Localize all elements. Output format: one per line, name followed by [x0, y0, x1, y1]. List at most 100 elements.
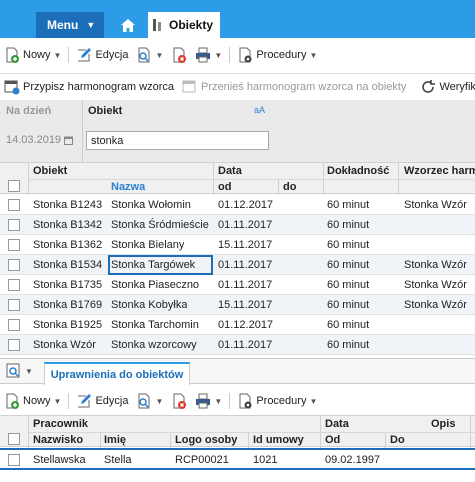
print-button[interactable]: ▼: [191, 44, 226, 66]
new-button[interactable]: Nowy ▼: [0, 390, 65, 412]
chevron-down-icon: ▼: [53, 396, 62, 406]
select-all-checkbox[interactable]: [8, 433, 20, 445]
col-nazwisko[interactable]: Nazwisko: [33, 434, 84, 446]
table-row[interactable]: Stonka B1925 Stonka Tarchomin 01.12.2017 60…: [0, 315, 475, 335]
printer-icon: [196, 393, 211, 409]
cell-dokladnosc: 60 minut: [327, 319, 370, 331]
gear-icon: [239, 47, 252, 63]
cell-nazwa: Stonka Bielany: [111, 239, 185, 251]
cell-obiekt: Stonka B1243: [33, 199, 103, 211]
table-row[interactable]: Stonka B1243 Stonka Wołomin 01.12.2017 60 m…: [0, 195, 475, 215]
tab-uprawnienia[interactable]: Uprawnienia do obiektów: [44, 362, 190, 385]
procedures-button[interactable]: Procedury ▼: [233, 390, 321, 412]
col-do[interactable]: Do: [390, 434, 405, 446]
cell-obiekt: Stonka B1342: [33, 219, 103, 231]
date-value: 14.03.2019: [6, 134, 62, 146]
col-imie[interactable]: Imię: [104, 434, 127, 446]
row-checkbox[interactable]: [8, 279, 20, 291]
delete-button[interactable]: [167, 390, 191, 412]
edit-button[interactable]: Edycja: [72, 44, 132, 66]
col-id-umowy[interactable]: Id umowy: [253, 434, 304, 446]
col-opis[interactable]: Opis: [431, 418, 456, 430]
table-row[interactable]: Stellawska Stella RCP00021 1021 09.02.19…: [0, 448, 475, 470]
lower-toolbar: Nowy ▼ Edycja ▼ ▼ Procedury ▼: [0, 388, 321, 414]
search-icon: [6, 363, 20, 378]
search-button[interactable]: ▼: [132, 390, 167, 412]
row-checkbox[interactable]: [8, 239, 20, 251]
divider: [100, 432, 101, 448]
table-row[interactable]: Stonka B1342 Stonka Śródmieście 01.11.2017…: [0, 215, 475, 235]
cell-obiekt: Stonka B1534: [33, 259, 103, 271]
col-nazwa[interactable]: Nazwa: [111, 181, 146, 193]
row-checkbox[interactable]: [8, 219, 20, 231]
col-dokladnosc[interactable]: Dokładność: [327, 165, 390, 177]
cell-imie: Stella: [104, 454, 132, 466]
calendar-icon: [4, 80, 20, 94]
delete-button[interactable]: [167, 44, 191, 66]
procedures-button[interactable]: Procedury ▼: [233, 44, 321, 66]
cell-wzorzec: Stonka Wzór: [404, 259, 467, 271]
cell-od: 15.11.2017: [218, 299, 273, 311]
table-row[interactable]: Stonka Wzór Stonka wzorcowy 01.11.2017 60 m…: [0, 335, 475, 355]
divider: [278, 179, 279, 195]
cell-nazwa: Stonka wzorcowy: [111, 339, 197, 351]
cell-dokladnosc: 60 minut: [327, 339, 370, 351]
chevron-down-icon: ▼: [214, 50, 223, 60]
tab-obiekty[interactable]: Obiekty: [148, 12, 220, 38]
cell-dokladnosc: 60 minut: [327, 259, 370, 271]
col-data[interactable]: Data: [218, 165, 242, 177]
top-bar: Menu ▼ Obiekty: [0, 0, 475, 38]
cell-nazwa: Stonka Wołomin: [111, 199, 191, 211]
col-od[interactable]: od: [218, 181, 232, 193]
lower-search-button[interactable]: ▼: [6, 363, 33, 379]
cell-dokladnosc: 60 minut: [327, 279, 370, 291]
home-button[interactable]: [112, 12, 144, 38]
lower-grid-header: Pracownik Data Opis Nazwisko Imię Logo o…: [0, 415, 475, 448]
divider: [82, 100, 83, 162]
new-label: Nowy: [23, 49, 51, 61]
row-checkbox[interactable]: [8, 299, 20, 311]
verify-button[interactable]: Weryfik: [416, 76, 475, 98]
cell-nazwa-selected[interactable]: Stonka Targówek: [108, 255, 213, 275]
assign-schedule-button[interactable]: Przypisz harmonogram wzorca: [0, 76, 178, 98]
edit-button[interactable]: Edycja: [72, 390, 132, 412]
cell-wzorzec: Stonka Wzór: [404, 279, 467, 291]
cell-id-umowy: 1021: [253, 454, 278, 466]
table-row[interactable]: Stonka B1769 Stonka Kobyłka 15.11.2017 60 m…: [0, 295, 475, 315]
menu-button[interactable]: Menu ▼: [36, 12, 104, 38]
col-obiekt[interactable]: Obiekt: [33, 165, 68, 177]
table-row[interactable]: Stonka B1362 Stonka Bielany 15.11.2017 60 m…: [0, 235, 475, 255]
new-button[interactable]: Nowy ▼: [0, 44, 65, 66]
assign-schedule-label: Przypisz harmonogram wzorca: [23, 80, 174, 93]
col-pracownik[interactable]: Pracownik: [33, 418, 89, 430]
row-checkbox[interactable]: [8, 259, 20, 271]
row-checkbox[interactable]: [8, 454, 20, 466]
cell-od: 01.11.2017: [218, 259, 273, 271]
cell-od: 01.11.2017: [218, 339, 273, 351]
date-field[interactable]: 14.03.2019: [6, 132, 78, 148]
cell-wzorzec: Stonka Wzór: [404, 299, 467, 311]
edit-icon: [78, 48, 92, 62]
row-checkbox[interactable]: [8, 199, 20, 211]
col-od[interactable]: Od: [325, 434, 341, 446]
table-row[interactable]: Stonka B1735 Stonka Piaseczno 01.11.2017 60…: [0, 275, 475, 295]
col-logo[interactable]: Logo osoby: [175, 434, 238, 446]
search-button[interactable]: ▼: [132, 44, 167, 66]
date-label: Na dzień: [6, 105, 52, 117]
divider: [248, 432, 249, 448]
col-do[interactable]: do: [283, 181, 297, 193]
divider: [385, 432, 386, 448]
chevron-down-icon: ▼: [155, 396, 164, 406]
cell-nazwa: Stonka Kobyłka: [111, 299, 188, 311]
col-data[interactable]: Data: [325, 418, 349, 430]
row-checkbox[interactable]: [8, 339, 20, 351]
case-toggle[interactable]: aA: [254, 105, 266, 115]
row-checkbox[interactable]: [8, 319, 20, 331]
table-row[interactable]: Stonka B1534 Stonka Targówek 01.11.2017 60 …: [0, 255, 475, 275]
object-search-input[interactable]: stonka: [86, 131, 269, 150]
select-all-checkbox[interactable]: [8, 180, 20, 192]
print-button[interactable]: ▼: [191, 390, 226, 412]
col-wzorzec[interactable]: Wzorzec harm: [404, 165, 475, 177]
cell-od: 15.11.2017: [218, 239, 273, 251]
transfer-schedule-button[interactable]: Przenieś harmonogram wzorca na obiekty: [178, 76, 410, 98]
